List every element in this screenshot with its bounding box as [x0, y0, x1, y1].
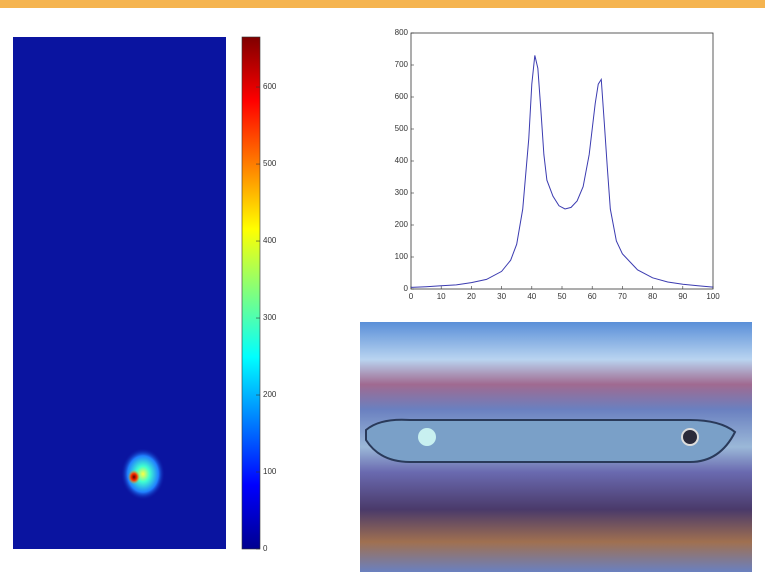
y-tick-label: 700: [395, 60, 409, 69]
y-tick-label: 100: [395, 252, 409, 261]
colorbar-tick-label: 300: [263, 313, 277, 322]
x-tick-label: 60: [588, 292, 597, 301]
colorbar-tick-label: 100: [263, 467, 277, 476]
colorbar-tick-label: 500: [263, 159, 277, 168]
colorbar-tick-label: 200: [263, 390, 277, 399]
y-tick-label: 300: [395, 188, 409, 197]
weld-spot: [681, 428, 699, 446]
heatmap: [13, 37, 226, 549]
plot-area: [410, 32, 714, 290]
line-series: [410, 55, 714, 288]
y-tick-label: 500: [395, 124, 409, 133]
y-tick-label: 400: [395, 156, 409, 165]
weld-bead: [365, 418, 737, 463]
x-tick-label: 90: [678, 292, 687, 301]
y-tick-label: 800: [395, 28, 409, 37]
colorbar-tick-label: 0: [263, 544, 268, 553]
weld-spot: [418, 428, 436, 446]
hotspot-core: [128, 470, 140, 484]
top-band: [0, 0, 765, 8]
x-tick-label: 70: [618, 292, 627, 301]
y-tick-label: 600: [395, 92, 409, 101]
x-tick-label: 40: [527, 292, 536, 301]
colorbar-tick-label: 400: [263, 236, 277, 245]
y-tick-label: 200: [395, 220, 409, 229]
x-tick-label: 50: [558, 292, 567, 301]
x-tick-label: 20: [467, 292, 476, 301]
x-tick-label: 80: [648, 292, 657, 301]
hotspot: [121, 448, 165, 500]
x-tick-label: 10: [437, 292, 446, 301]
y-tick-label: 0: [404, 284, 409, 293]
x-tick-label: 100: [706, 292, 720, 301]
x-tick-label: 30: [497, 292, 506, 301]
x-tick-label: 0: [409, 292, 414, 301]
colorbar-tick-label: 600: [263, 82, 277, 91]
colorbar: [241, 36, 261, 550]
